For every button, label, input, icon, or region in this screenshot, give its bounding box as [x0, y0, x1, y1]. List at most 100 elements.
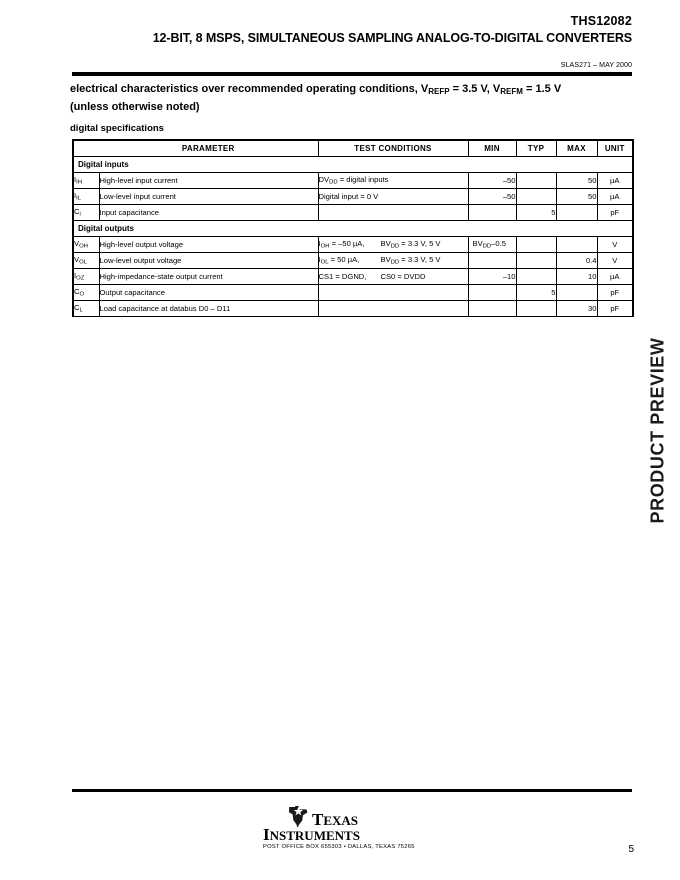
document-header: THS12082 12-BIT, 8 MSPS, SIMULTANEOUS SA…: [72, 14, 632, 46]
cell-unit: V: [596, 236, 634, 253]
cell-condition-a: Digital input = 0 V: [318, 192, 379, 201]
cell-parameter: High-level input current: [98, 172, 319, 189]
cell-test-conditions: CS1 = DGND, CS0 = DVDD: [317, 268, 469, 285]
cell-test-conditions: [317, 300, 469, 317]
table-row: CL Load capacitance at databus D0 – D11 30…: [72, 300, 634, 317]
cell-max: [555, 236, 598, 253]
cell-condition-b: BVDD = 3.3 V, 5 V: [380, 239, 441, 250]
logo-instruments-rest: NSTRUMENTS: [269, 828, 360, 843]
cell-symbol: Ci: [72, 204, 100, 221]
cell-min: BVDD–0.5: [467, 236, 517, 253]
cell-typ: [515, 236, 557, 253]
cell-symbol: VOL: [72, 252, 100, 269]
column-header-symbol: [72, 139, 99, 157]
cell-unit: µA: [596, 172, 634, 189]
texas-instruments-logo: TEXAS INSTRUMENTS: [263, 806, 423, 846]
table-section-row: Digital inputs: [72, 156, 634, 173]
cell-typ: 5: [515, 204, 557, 221]
cell-typ: [515, 188, 557, 205]
cell-parameter: Low-level input current: [98, 188, 319, 205]
table-row: IOZ High-impedance-state output current CS…: [72, 268, 634, 285]
page-number: 5: [628, 844, 634, 855]
header-rule: [72, 72, 632, 76]
cell-condition-a: CS1 = DGND,: [318, 272, 367, 281]
cell-min: [467, 252, 517, 269]
cell-symbol: VOH: [72, 236, 100, 253]
cell-max: [555, 284, 598, 301]
cell-unit: µA: [596, 188, 634, 205]
cell-symbol: CL: [72, 300, 100, 317]
cell-parameter: High-impedance-state output current: [98, 268, 319, 285]
cell-max: [555, 204, 598, 221]
cell-test-conditions: [317, 204, 469, 221]
char-heading-sub-refp: REFP: [428, 87, 450, 96]
cell-unit: pF: [596, 284, 634, 301]
cell-parameter: High-level output voltage: [98, 236, 319, 253]
table-row: CO Output capacitance 5 pF: [72, 284, 634, 301]
cell-typ: 5: [515, 284, 557, 301]
char-heading-part-1: electrical characteristics over recommen…: [70, 83, 429, 95]
company-address: POST OFFICE BOX 655303 • DALLAS, TEXAS 7…: [263, 844, 415, 850]
cell-min: –10: [467, 268, 517, 285]
cell-condition-a: DVDD = digital inputs: [318, 175, 389, 186]
cell-test-conditions: [317, 284, 469, 301]
part-number: THS12082: [570, 14, 632, 28]
column-header-typ: TYP: [515, 139, 557, 157]
product-status-label: PRODUCT PREVIEW: [647, 336, 668, 524]
cell-condition-b: CS0 = DVDD: [380, 272, 426, 281]
logo-instruments-initial: I: [263, 825, 270, 844]
cell-symbol: IIH: [72, 172, 100, 189]
char-heading-part-2: = 3.5 V, V: [449, 83, 501, 95]
column-header-test-conditions: TEST CONDITIONS: [317, 139, 469, 157]
cell-unit: µA: [596, 268, 634, 285]
cell-parameter: Low-level output voltage: [98, 252, 319, 269]
cell-min: [467, 300, 517, 317]
product-status-banner: PRODUCT PREVIEW: [644, 300, 672, 560]
column-header-max: MAX: [555, 139, 598, 157]
table-row: VOL Low-level output voltage IOL = 50 µA, B…: [72, 252, 634, 269]
cell-test-conditions: DVDD = digital inputs: [317, 172, 469, 189]
cell-max: 50: [555, 188, 598, 205]
logo-texas-initial: T: [312, 810, 324, 829]
table-section-label: Digital inputs: [72, 156, 634, 173]
cell-min: –50: [467, 172, 517, 189]
document-id: SLAS271 – MAY 2000: [560, 62, 632, 69]
cell-typ: [515, 268, 557, 285]
cell-parameter: Load capacitance at databus D0 – D11: [98, 300, 319, 317]
footer-rule: [72, 789, 632, 792]
logo-texas-rest: EXAS: [323, 813, 359, 828]
cell-unit: pF: [596, 204, 634, 221]
cell-parameter: Input capacitance: [98, 204, 319, 221]
cell-test-conditions: IOH = –50 µA, BVDD = 3.3 V, 5 V: [317, 236, 469, 253]
cell-max: 10: [555, 268, 598, 285]
cell-typ: [515, 172, 557, 189]
logo-word-texas: TEXAS: [312, 810, 358, 830]
char-heading-note: (unless otherwise noted): [70, 100, 200, 113]
column-header-unit: UNIT: [596, 139, 634, 157]
logo-word-instruments: INSTRUMENTS: [263, 825, 360, 845]
table-row: IIL Low-level input current Digital input …: [72, 188, 634, 205]
table-section-row: Digital outputs: [72, 220, 634, 237]
cell-condition-a: IOL = 50 µA,: [318, 255, 360, 266]
cell-min: [467, 284, 517, 301]
table-row: Ci Input capacitance 5 pF: [72, 204, 634, 221]
cell-typ: [515, 252, 557, 269]
cell-parameter: Output capacitance: [98, 284, 319, 301]
table-row: VOH High-level output voltage IOH = –50 µA…: [72, 236, 634, 253]
table-section-label: Digital outputs: [72, 220, 634, 237]
column-header-min: MIN: [467, 139, 517, 157]
cell-max: 30: [555, 300, 598, 317]
electrical-characteristics-heading: electrical characteristics over recommen…: [70, 82, 636, 114]
cell-unit: pF: [596, 300, 634, 317]
cell-max: 50: [555, 172, 598, 189]
table-row: IIH High-level input current DVDD = digita…: [72, 172, 634, 189]
cell-unit: V: [596, 252, 634, 269]
char-heading-part-3: = 1.5 V: [522, 83, 562, 95]
char-heading-sub-refm: REFM: [500, 87, 523, 96]
cell-symbol: CO: [72, 284, 100, 301]
cell-typ: [515, 300, 557, 317]
table-header-row: PARAMETER TEST CONDITIONS MIN TYP MAX UNIT: [72, 139, 634, 157]
cell-symbol: IIL: [72, 188, 100, 205]
cell-symbol: IOZ: [72, 268, 100, 285]
